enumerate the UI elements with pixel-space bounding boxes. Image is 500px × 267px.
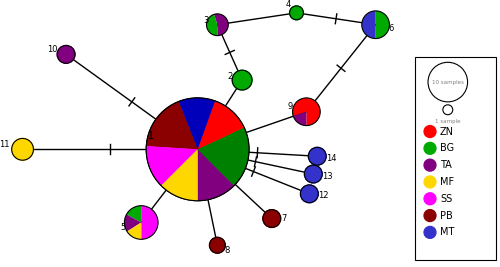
- Text: 9: 9: [288, 102, 293, 111]
- Circle shape: [290, 6, 304, 20]
- Polygon shape: [198, 149, 234, 201]
- Circle shape: [424, 226, 436, 238]
- Text: 7: 7: [281, 214, 286, 223]
- Text: 1: 1: [148, 131, 154, 142]
- Polygon shape: [146, 146, 198, 186]
- Circle shape: [424, 125, 436, 138]
- Polygon shape: [126, 206, 141, 222]
- Polygon shape: [178, 98, 215, 149]
- Polygon shape: [214, 14, 228, 36]
- Text: 14: 14: [326, 154, 336, 163]
- Polygon shape: [293, 112, 306, 125]
- Polygon shape: [178, 98, 215, 149]
- Polygon shape: [362, 11, 376, 38]
- Polygon shape: [161, 149, 198, 201]
- Circle shape: [300, 185, 318, 203]
- Text: ZN: ZN: [440, 127, 454, 136]
- Circle shape: [424, 210, 436, 222]
- Text: 10: 10: [47, 45, 58, 54]
- Text: 3: 3: [203, 16, 208, 25]
- Text: MF: MF: [440, 177, 454, 187]
- Polygon shape: [198, 101, 244, 149]
- Polygon shape: [198, 127, 249, 186]
- Text: 1 sample: 1 sample: [435, 119, 460, 124]
- Text: 1: 1: [148, 131, 154, 142]
- Circle shape: [12, 139, 34, 160]
- Circle shape: [424, 193, 436, 205]
- Circle shape: [263, 210, 280, 227]
- Circle shape: [428, 62, 468, 102]
- Circle shape: [210, 237, 226, 253]
- Polygon shape: [292, 98, 320, 125]
- Text: BG: BG: [440, 143, 454, 153]
- Polygon shape: [141, 206, 158, 239]
- Circle shape: [424, 159, 436, 171]
- Text: MT: MT: [440, 227, 454, 237]
- Text: 6: 6: [388, 24, 394, 33]
- Circle shape: [57, 45, 75, 63]
- Text: 5: 5: [121, 223, 126, 232]
- Circle shape: [232, 70, 252, 90]
- Text: PB: PB: [440, 211, 452, 221]
- Polygon shape: [124, 214, 141, 231]
- Text: 4: 4: [286, 1, 291, 9]
- Text: 11: 11: [0, 140, 10, 149]
- Circle shape: [304, 165, 322, 183]
- Text: 13: 13: [322, 171, 332, 180]
- Polygon shape: [127, 222, 141, 239]
- Circle shape: [424, 176, 436, 188]
- Polygon shape: [376, 11, 390, 38]
- Polygon shape: [206, 14, 218, 36]
- Polygon shape: [146, 101, 198, 149]
- Text: SS: SS: [440, 194, 452, 204]
- Polygon shape: [198, 127, 249, 186]
- Text: 2: 2: [228, 72, 233, 81]
- Text: 12: 12: [318, 191, 328, 200]
- Circle shape: [308, 147, 326, 165]
- Polygon shape: [146, 101, 198, 149]
- Circle shape: [443, 105, 452, 115]
- Text: 10 samples: 10 samples: [432, 80, 464, 85]
- Text: TA: TA: [440, 160, 452, 170]
- Polygon shape: [161, 149, 198, 201]
- Polygon shape: [146, 146, 198, 186]
- Circle shape: [424, 142, 436, 154]
- Polygon shape: [198, 101, 244, 149]
- Polygon shape: [198, 149, 234, 201]
- Bar: [415, 57, 496, 260]
- Text: 8: 8: [224, 246, 230, 255]
